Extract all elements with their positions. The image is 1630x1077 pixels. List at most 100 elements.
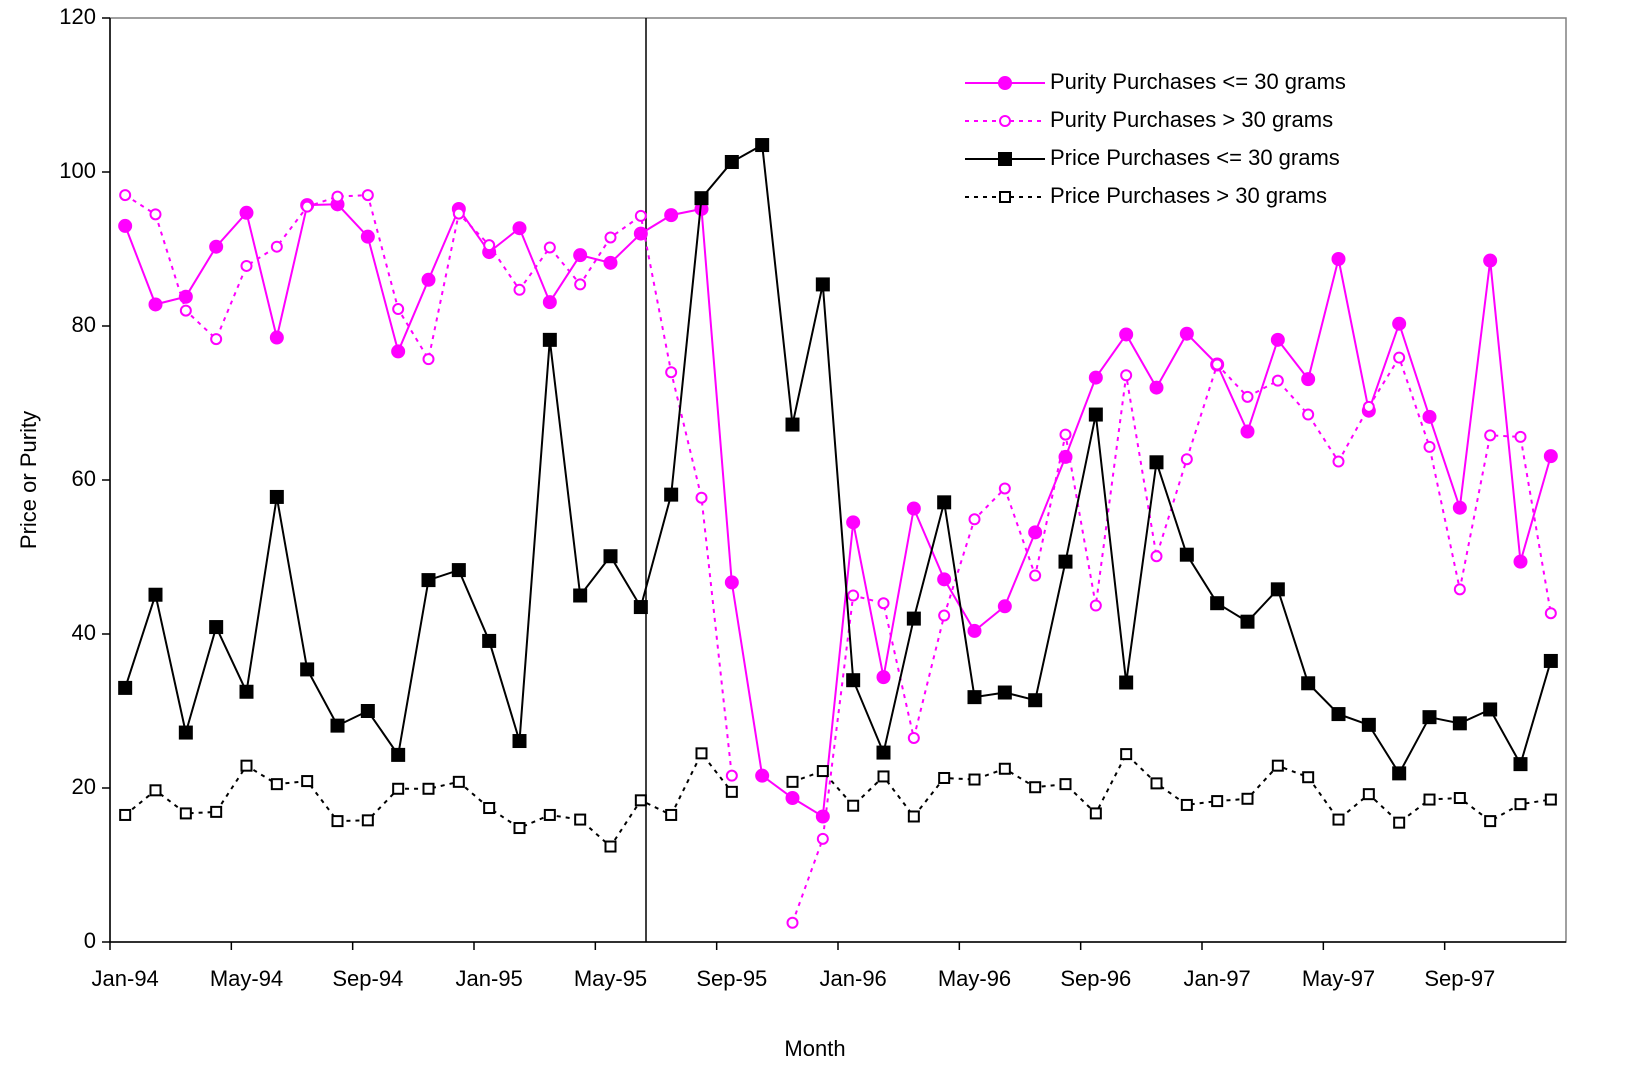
data-point [148,587,163,602]
data-point [1392,316,1407,331]
data-point [543,808,556,821]
series-line [124,751,1551,849]
data-point [603,255,618,270]
data-point [118,218,133,233]
data-point [664,208,679,223]
data-point [785,791,800,806]
data-point [179,807,192,820]
data-point [847,799,860,812]
data-point [876,745,891,760]
data-point [1089,599,1102,612]
data-point [392,782,405,795]
y-tick-label: 100 [59,158,96,183]
data-point [1059,778,1072,791]
data-point [1119,327,1134,342]
data-point [1180,798,1193,811]
data-point [1544,793,1557,806]
legend-marker [999,191,1011,203]
data-point [330,718,345,733]
data-point [270,240,283,253]
data-point [1453,792,1466,805]
x-tick-label: May-95 [574,966,647,991]
data-point [149,784,162,797]
data-point [1393,351,1406,364]
data-point [816,765,829,778]
x-tick-label: Jan-97 [1184,966,1251,991]
data-point [1332,455,1345,468]
data-point [1483,702,1498,717]
data-point [755,138,770,153]
data-point [1149,380,1164,395]
legend-marker [999,115,1011,127]
data-point [1543,449,1558,464]
data-point [1271,759,1284,772]
data-point [1119,675,1134,690]
data-point [604,231,617,244]
data-point [724,575,739,590]
y-tick-label: 40 [72,620,96,645]
data-point [968,773,981,786]
data-point [513,822,526,835]
data-point [1179,326,1194,341]
data-point [512,221,527,236]
data-point [542,295,557,310]
data-point [846,515,861,530]
data-point [513,283,526,296]
data-point [846,673,861,688]
data-point [967,623,982,638]
y-tick-label: 20 [72,774,96,799]
data-point [1120,369,1133,382]
data-point [694,191,709,206]
data-point [1422,409,1437,424]
data-point [1211,358,1224,371]
legend-label: Price Purchases > 30 grams [1050,183,1327,208]
data-point [452,775,465,788]
data-point [938,771,951,784]
data-point [1120,748,1133,761]
data-point [1210,596,1225,611]
legend-label: Purity Purchases > 30 grams [1050,107,1333,132]
x-tick-label: May-96 [938,966,1011,991]
y-tick-label: 60 [72,466,96,491]
data-point [997,685,1012,700]
data-point [421,573,436,588]
data-point [664,487,679,502]
data-point [816,832,829,845]
data-point [1423,440,1436,453]
data-point [633,600,648,615]
data-point [209,620,224,635]
data-point [483,802,496,815]
data-point [1483,253,1498,268]
data-point [360,704,375,718]
data-point [755,768,770,783]
data-point [331,190,344,203]
data-point [1452,500,1467,515]
data-point [1544,607,1557,620]
data-point [1088,370,1103,385]
data-point [1058,554,1073,569]
data-point [967,690,982,705]
data-point [483,239,496,252]
data-point [724,154,739,169]
data-point [1301,372,1316,387]
data-point [1392,766,1407,781]
data-point [938,609,951,622]
data-point [1271,374,1284,387]
data-point [1514,430,1527,443]
data-point [876,670,891,685]
data-point [937,495,952,510]
data-point [239,205,254,220]
data-point [452,207,465,220]
data-point [1302,408,1315,421]
data-point [391,747,406,762]
data-point [634,209,647,222]
data-point [634,794,647,807]
data-point [1513,757,1528,772]
data-point [392,303,405,316]
data-point [422,782,435,795]
data-point [391,344,406,359]
data-point [1453,583,1466,596]
data-point [1484,429,1497,442]
y-tick-label: 0 [84,928,96,953]
